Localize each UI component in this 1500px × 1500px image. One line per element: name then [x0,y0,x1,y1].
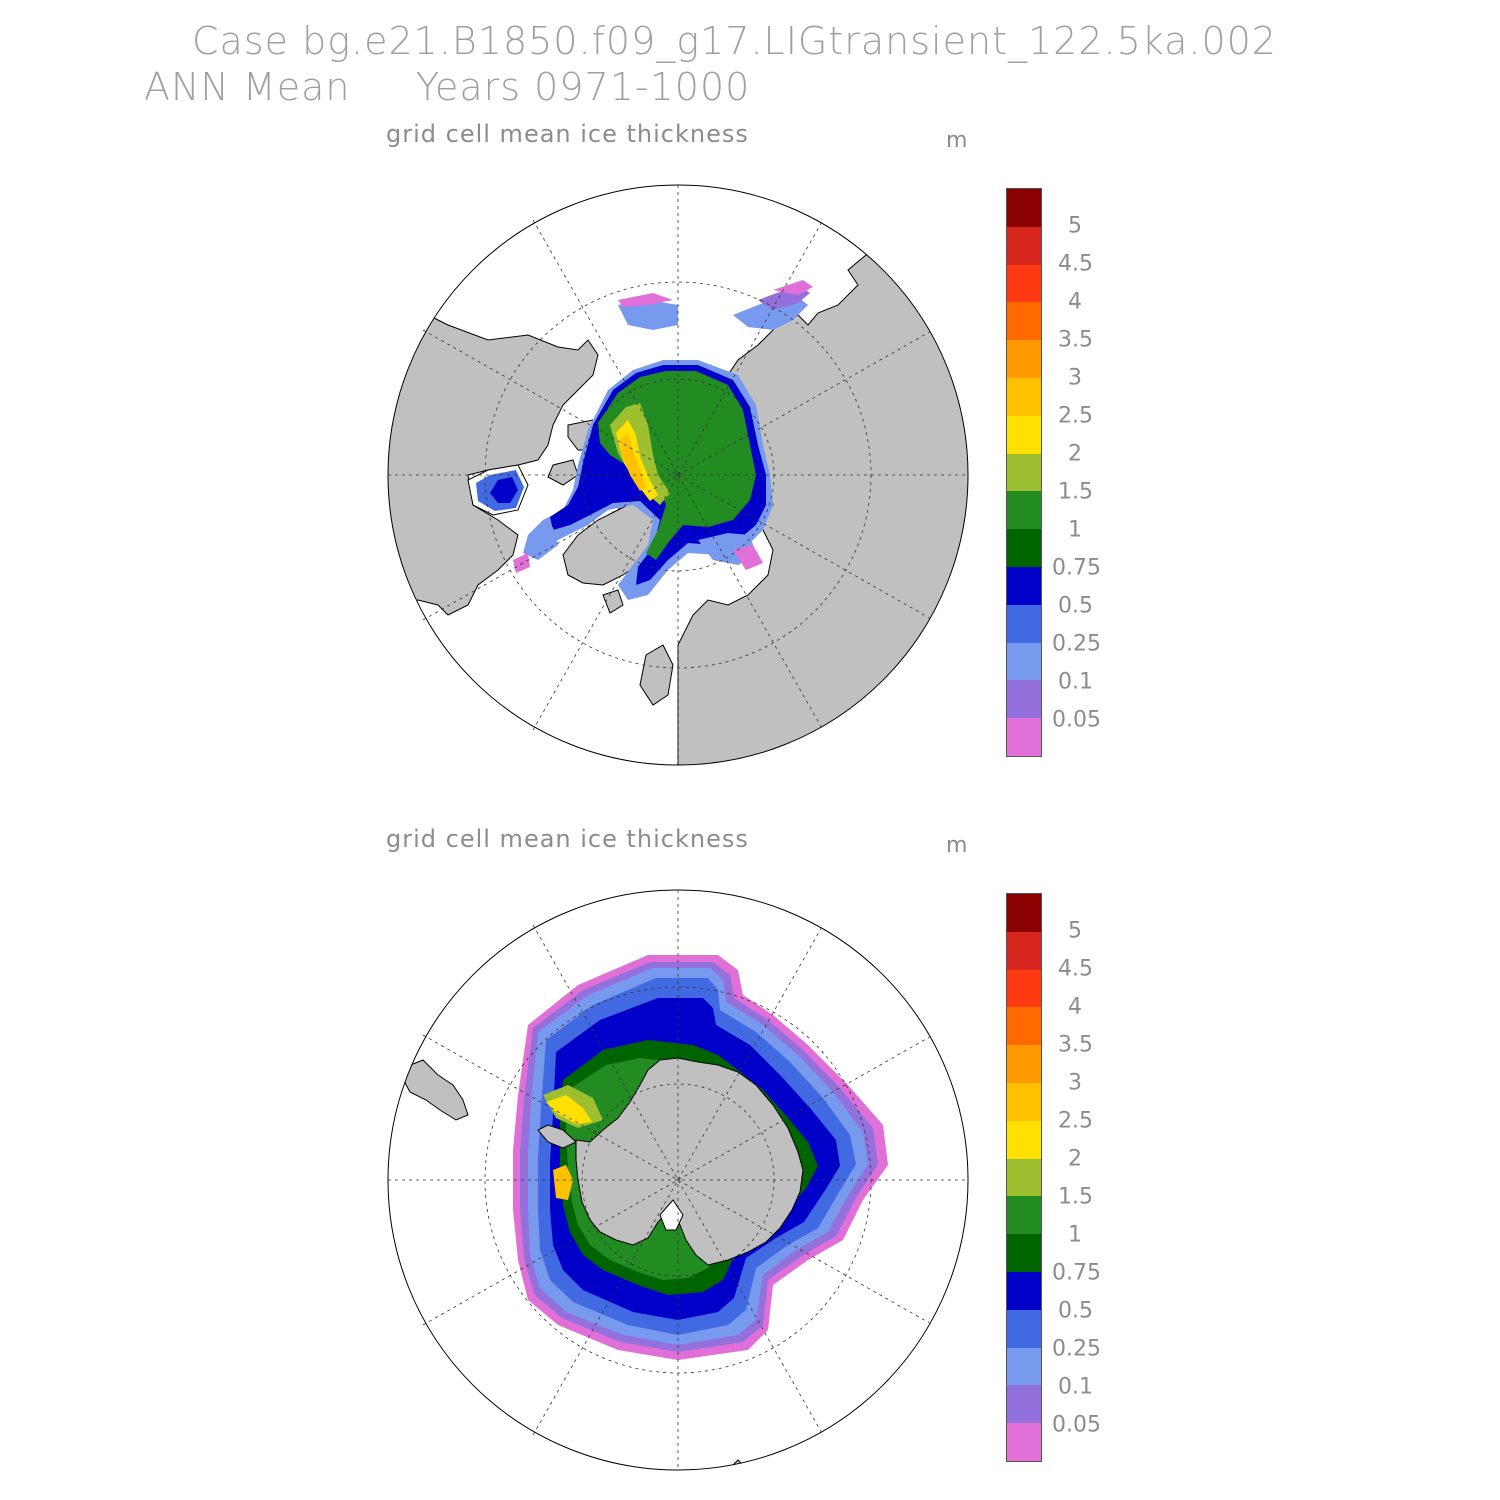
cb-label: 2 [1068,1146,1082,1172]
cb-seg [1007,566,1041,605]
cb-label: 2.5 [1058,1108,1093,1134]
cb-label: 2 [1068,441,1082,467]
cb-label: 0.5 [1058,1298,1093,1324]
graticule-antarctic [388,890,968,1470]
land-antarctica [575,1057,804,1266]
cb-label: 0.05 [1052,707,1101,733]
graticule-arctic [388,185,968,765]
unit-label-antarctic: m [946,833,968,858]
cb-seg [1007,1082,1041,1121]
cb-label: 0.5 [1058,593,1093,619]
cb-label: 4 [1068,289,1082,315]
panel-title-arctic: grid cell mean ice thickness [386,120,749,148]
cb-seg [1007,491,1041,530]
cb-seg [1007,340,1041,378]
cb-seg [1007,1158,1041,1197]
cb-seg [1007,718,1041,756]
ice-2.5-antarctic [546,1095,592,1124]
cb-seg [1007,680,1041,719]
cb-seg [1007,642,1041,681]
cb-label: 3.5 [1058,1032,1093,1058]
cb-label: 5 [1068,918,1082,944]
cb-label: 0.25 [1052,631,1101,657]
cb-seg [1007,1007,1041,1046]
cb-seg [1007,1196,1041,1235]
cb-label: 1 [1068,517,1082,543]
cb-seg [1007,604,1041,643]
cb-seg [1007,1423,1041,1461]
cb-label: 3 [1068,1070,1082,1096]
panel-title-antarctic: grid cell mean ice thickness [386,825,749,853]
cb-label: 2.5 [1058,403,1093,429]
cb-seg [1007,377,1041,416]
cb-label: 0.25 [1052,1336,1101,1362]
cb-label: 1.5 [1058,1184,1093,1210]
cb-label: 4.5 [1058,251,1093,277]
cb-seg [1007,226,1041,265]
cb-label: 1.5 [1058,479,1093,505]
period-title: ANN Mean Years 0971-1000 [144,65,751,109]
cb-seg [1007,1309,1041,1348]
cb-seg [1007,1045,1041,1083]
cb-seg [1007,529,1041,567]
cb-seg [1007,189,1041,227]
cb-seg [1007,969,1041,1008]
cb-label: 0.05 [1052,1412,1101,1438]
arctic-polar-map [387,184,969,766]
cb-seg [1007,415,1041,454]
cb-label: 0.75 [1052,1260,1101,1286]
cb-seg [1007,264,1041,303]
cb-seg [1007,1234,1041,1272]
colorbar-antarctic [1006,893,1042,1462]
cb-seg [1007,1347,1041,1386]
cb-seg [1007,1385,1041,1424]
cb-label: 5 [1068,213,1082,239]
cb-label: 3 [1068,365,1082,391]
cb-label: 4.5 [1058,956,1093,982]
unit-label-arctic: m [946,128,968,153]
antarctic-polar-map [387,889,969,1471]
land-south-america [397,1059,469,1121]
cb-label: 0.1 [1058,1374,1093,1400]
cb-seg [1007,1271,1041,1310]
cb-seg [1007,302,1041,341]
cb-label: 0.1 [1058,669,1093,695]
case-title: Case bg.e21.B1850.f09_g17.LIGtransient_1… [192,19,1277,63]
cb-label: 0.75 [1052,555,1101,581]
cb-seg [1007,1120,1041,1159]
cb-label: 3.5 [1058,327,1093,353]
cb-seg [1007,894,1041,932]
cb-seg [1007,931,1041,970]
colorbar-arctic [1006,188,1042,757]
cb-seg [1007,453,1041,492]
cb-label: 1 [1068,1222,1082,1248]
cb-label: 4 [1068,994,1082,1020]
